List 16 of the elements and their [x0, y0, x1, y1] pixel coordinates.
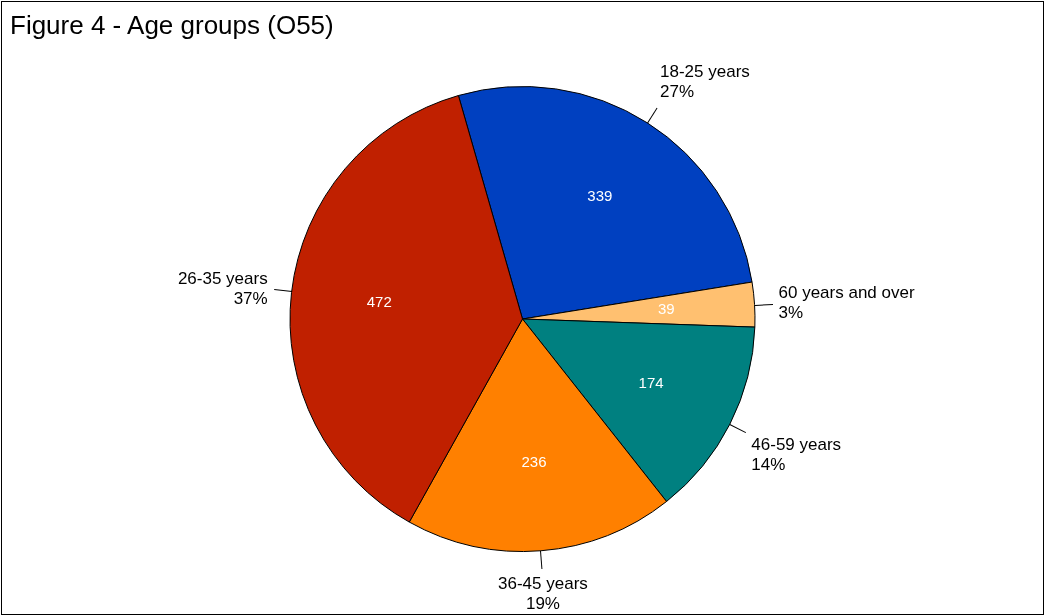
data-label: 174	[638, 374, 664, 392]
slice-label: 36-45 years	[498, 574, 588, 594]
slice-label: 26-35 years	[177, 269, 268, 289]
chart-title: Figure 4 - Age groups (O55)	[10, 10, 334, 41]
data-label: 339	[587, 187, 613, 205]
text: 37%	[233, 289, 268, 309]
slice-label: 46-59 years	[751, 434, 842, 454]
slice-label: 60 years and over	[778, 282, 915, 302]
text: 19%	[525, 594, 560, 614]
slice-label: 18-25 years	[660, 62, 750, 82]
data-label: 472	[366, 292, 392, 310]
text: 3%	[778, 302, 804, 322]
text: 27%	[660, 82, 695, 102]
text: 14%	[751, 454, 786, 474]
data-label: 236	[521, 452, 547, 470]
data-label: 39	[658, 300, 675, 318]
